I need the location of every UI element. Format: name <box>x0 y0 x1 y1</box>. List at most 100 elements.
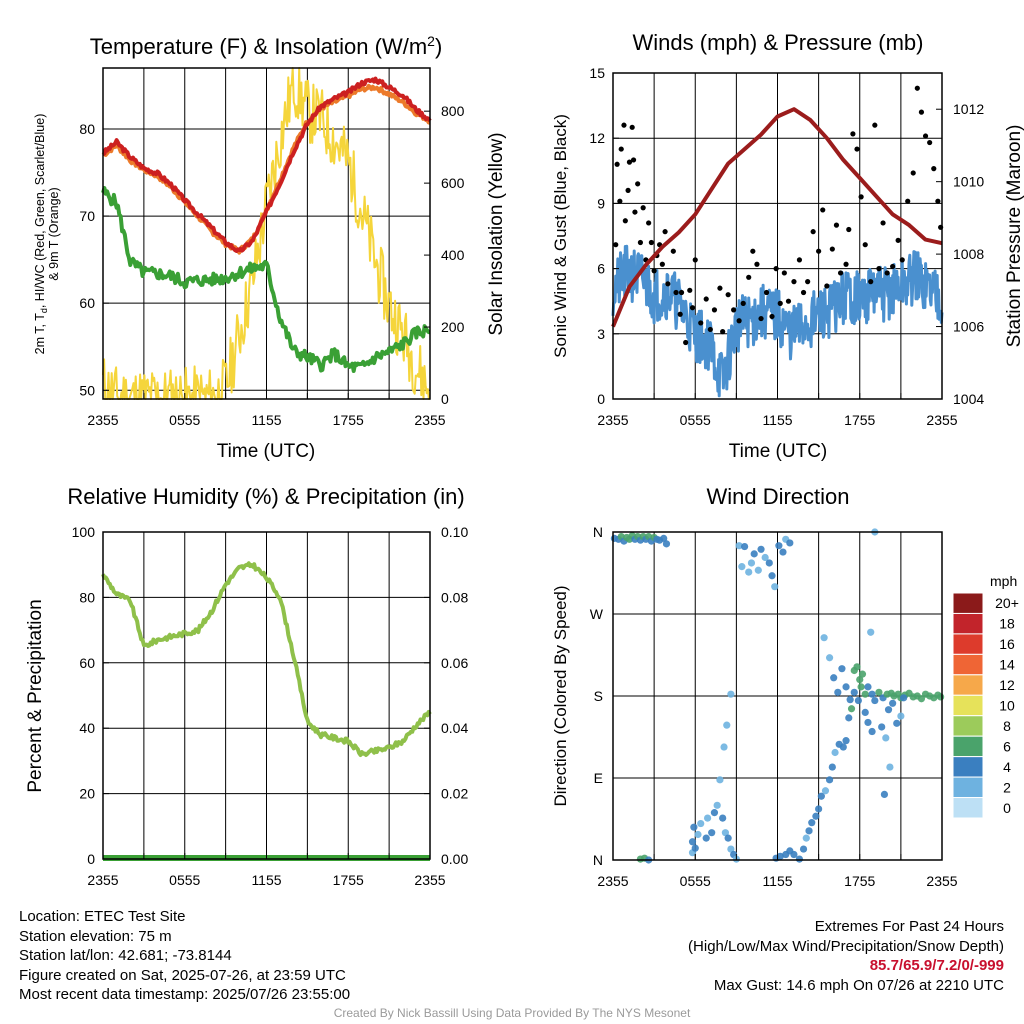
max-gust: Max Gust: 14.6 mph On 07/26 at 2210 UTC <box>713 976 1004 994</box>
gust-point <box>805 279 811 285</box>
dewpoint-line <box>101 186 431 373</box>
x-tick-label: 1755 <box>333 412 364 428</box>
direction-point <box>795 855 804 863</box>
direction-point <box>703 814 712 822</box>
gust-point <box>905 198 911 204</box>
gust-point <box>662 229 668 235</box>
direction-point <box>884 706 893 714</box>
right-tick-label: 0.06 <box>441 655 468 671</box>
station-location: Location: ETEC Test Site <box>19 908 186 925</box>
colorbar-label: 2 <box>1003 779 1011 795</box>
gust-point <box>637 239 644 246</box>
direction-point <box>897 712 905 720</box>
gust-point <box>673 289 679 296</box>
colorbar-swatch <box>952 797 984 819</box>
colorbar-swatch <box>952 715 984 737</box>
y-tick-label: 80 <box>79 121 95 137</box>
direction-point <box>754 566 762 574</box>
direction-point <box>820 634 828 642</box>
direction-point <box>738 563 746 571</box>
direction-point <box>779 548 787 556</box>
y-tick-label: 20 <box>79 786 95 802</box>
extremes-values: 85.7/65.9/7.2/0/-999 <box>869 957 1004 974</box>
direction-point <box>856 676 864 684</box>
colorbar-label: 12 <box>999 677 1015 693</box>
gust-point <box>935 198 941 204</box>
station-latlon: Station lat/lon: 42.681; -73.8144 <box>19 947 232 964</box>
gust-point <box>677 311 683 317</box>
x-tick-label: 0555 <box>169 872 200 888</box>
direction-point <box>867 628 875 636</box>
humidity-x-ticks: 2355 0555 1155 1755 2355 <box>87 853 446 888</box>
gust-point <box>816 248 822 254</box>
right-tick-label: 0.10 <box>441 524 468 540</box>
gust-point <box>777 300 783 306</box>
pressure-right-axis-label: Station Pressure (Maroon) <box>1004 125 1024 348</box>
extremes-description: (High/Low/Max Wind/Precipitation/Snow De… <box>688 937 1004 955</box>
y-tick-label: 70 <box>79 208 95 224</box>
temperature-grid <box>103 68 430 399</box>
direction-point <box>864 718 872 727</box>
right-tick-label: 0.02 <box>441 786 468 802</box>
colorbar-label: 10 <box>999 698 1015 714</box>
gust-point <box>635 181 641 187</box>
direction-point <box>802 834 810 842</box>
gust-point <box>632 209 638 215</box>
right-tick-label: 0.08 <box>441 589 468 605</box>
gust-point <box>629 124 635 130</box>
gust-point <box>837 270 844 276</box>
gust-point <box>640 205 646 211</box>
direction-y-ticks: N E S W N <box>590 524 619 868</box>
x-tick-label: 2355 <box>414 412 445 428</box>
direction-point <box>839 743 847 751</box>
x-tick-label: 1755 <box>844 873 875 889</box>
humidity-grid <box>103 532 430 859</box>
direction-tick-label: W <box>590 606 604 622</box>
direction-point <box>720 743 728 751</box>
colorbar-swatch <box>952 694 984 717</box>
temperature-x-axis-label: Time (UTC) <box>217 441 316 462</box>
direction-point <box>889 699 897 707</box>
winds-right-ticks: 1004 1006 1008 1010 1012 <box>936 101 984 407</box>
gust-point <box>872 122 878 128</box>
x-tick-label: 2355 <box>87 412 118 428</box>
direction-tick-label: E <box>594 770 603 786</box>
direction-point <box>853 663 861 671</box>
gust-point <box>854 146 860 152</box>
direction-point <box>702 834 710 842</box>
direction-point <box>747 559 756 567</box>
sonic-wind-line <box>611 244 944 398</box>
direction-point <box>845 714 853 722</box>
gust-point <box>689 305 696 311</box>
direction-point <box>828 763 836 771</box>
direction-point <box>842 737 850 745</box>
y-tick-label: 50 <box>79 382 95 398</box>
direction-tick-label: N <box>593 524 603 540</box>
direction-point <box>842 683 850 691</box>
temperature-x-ticks: 2355 0555 1155 1755 2355 <box>87 393 446 428</box>
direction-point <box>886 763 894 771</box>
y-tick-label: 0 <box>597 391 605 407</box>
x-tick-label: 2355 <box>414 872 445 888</box>
direction-point <box>662 540 671 548</box>
humidity-left-ticks: 0 20 40 60 80 100 <box>72 524 109 867</box>
right-tick-label: 0.04 <box>441 720 468 736</box>
y-tick-label: 60 <box>79 295 95 311</box>
gust-point <box>711 307 718 313</box>
gust-point <box>614 161 620 167</box>
right-tick-label: 1004 <box>953 391 984 407</box>
x-tick-label: 2355 <box>597 873 628 889</box>
extremes-title: Extremes For Past 24 Hours <box>814 918 1004 935</box>
gust-point <box>618 146 624 152</box>
gust-point <box>622 218 628 224</box>
direction-point <box>713 801 721 809</box>
temperature-series <box>101 67 432 400</box>
direction-point <box>868 690 876 698</box>
gust-point <box>890 263 896 270</box>
colorbar-swatch <box>952 756 984 778</box>
direction-panel-title: Wind Direction <box>706 484 849 509</box>
winds-x-ticks: 2355 0555 1155 1755 2355 <box>597 393 958 428</box>
gust-point <box>820 207 826 213</box>
direction-point <box>812 812 820 820</box>
